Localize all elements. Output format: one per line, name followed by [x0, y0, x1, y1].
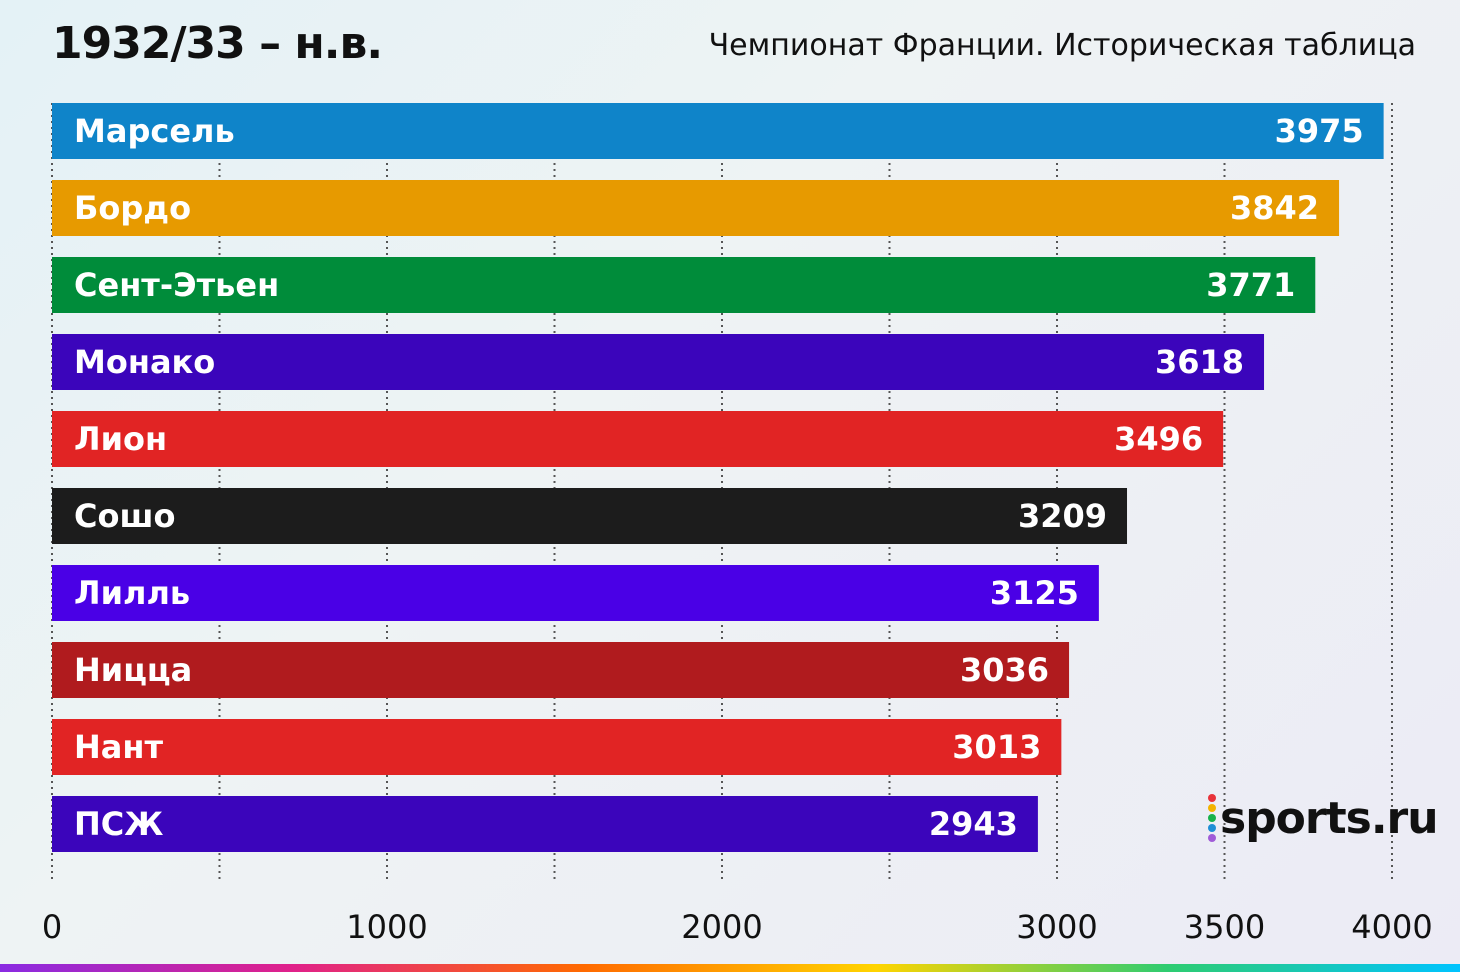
bar: [52, 411, 1224, 467]
logo-dot: [1208, 834, 1216, 842]
bar-value-label: 3036: [960, 651, 1049, 689]
bar: [52, 257, 1316, 313]
bar: [52, 103, 1384, 159]
x-tick-label: 0: [42, 908, 62, 946]
logo-dots-icon: [1208, 794, 1216, 842]
bar-category-label: Лилль: [74, 574, 190, 612]
bars: Марсель 3975 Бордо 3842 Сент-Этьен 3771 Монако…: [52, 103, 1384, 852]
bar-category-label: Марсель: [74, 112, 235, 150]
logo-dot: [1208, 794, 1216, 802]
bar-category-label: Лион: [74, 420, 167, 458]
bottom-gradient-strip: [0, 964, 1460, 972]
x-tick-label: 2000: [681, 908, 762, 946]
bar: [52, 642, 1070, 698]
logo-dot: [1208, 814, 1216, 822]
bar: [52, 796, 1038, 852]
logo-dot: [1208, 824, 1216, 832]
bar-category-label: Нант: [74, 728, 163, 766]
bar-group: Монако 3618: [52, 334, 1265, 390]
bar-value-label: 2943: [929, 805, 1018, 843]
bar-category-label: Монако: [74, 343, 215, 381]
x-tick-label: 1000: [346, 908, 427, 946]
bar-category-label: Ницца: [74, 651, 192, 689]
bar-group: Бордо 3842: [52, 180, 1340, 236]
bar-category-label: ПСЖ: [74, 805, 163, 843]
bar-value-label: 3842: [1230, 189, 1319, 227]
bar-group: Лион 3496: [52, 411, 1224, 467]
bar-group: Марсель 3975: [52, 103, 1384, 159]
bar-category-label: Сошо: [74, 497, 175, 535]
page-subtitle: Чемпионат Франции. Историческая таблица: [708, 28, 1416, 63]
bar-value-label: 3013: [952, 728, 1041, 766]
x-tick-label: 3000: [1016, 908, 1097, 946]
logo-dot: [1208, 804, 1216, 812]
bar-value-label: 3771: [1206, 266, 1295, 304]
bar-group: Сент-Этьен 3771: [52, 257, 1316, 313]
x-axis-ticks: 0 1000 2000 3000 3500 4000: [42, 908, 1433, 946]
bar-group: ПСЖ 2943: [52, 796, 1038, 852]
bar: [52, 180, 1340, 236]
bar-value-label: 3209: [1018, 497, 1107, 535]
page-title: 1932/33 – н.в.: [52, 18, 383, 69]
bar-value-label: 3618: [1155, 343, 1244, 381]
x-tick-label: 4000: [1351, 908, 1432, 946]
sports-ru-logo: sports.ru: [1208, 790, 1439, 846]
logo-text: sports.ru: [1220, 792, 1439, 844]
bar-group: Нант 3013: [52, 719, 1062, 775]
x-tick-label: 3500: [1184, 908, 1265, 946]
bar: [52, 719, 1062, 775]
bar-value-label: 3496: [1114, 420, 1203, 458]
bar-group: Лилль 3125: [52, 565, 1099, 621]
bar-group: Ницца 3036: [52, 642, 1070, 698]
bar: [52, 488, 1128, 544]
bar-value-label: 3125: [990, 574, 1079, 612]
bar-value-label: 3975: [1275, 112, 1364, 150]
bar: [52, 565, 1099, 621]
bar-category-label: Сент-Этьен: [74, 266, 279, 304]
bar: [52, 334, 1265, 390]
bar-category-label: Бордо: [74, 189, 191, 227]
bar-group: Сошо 3209: [52, 488, 1128, 544]
